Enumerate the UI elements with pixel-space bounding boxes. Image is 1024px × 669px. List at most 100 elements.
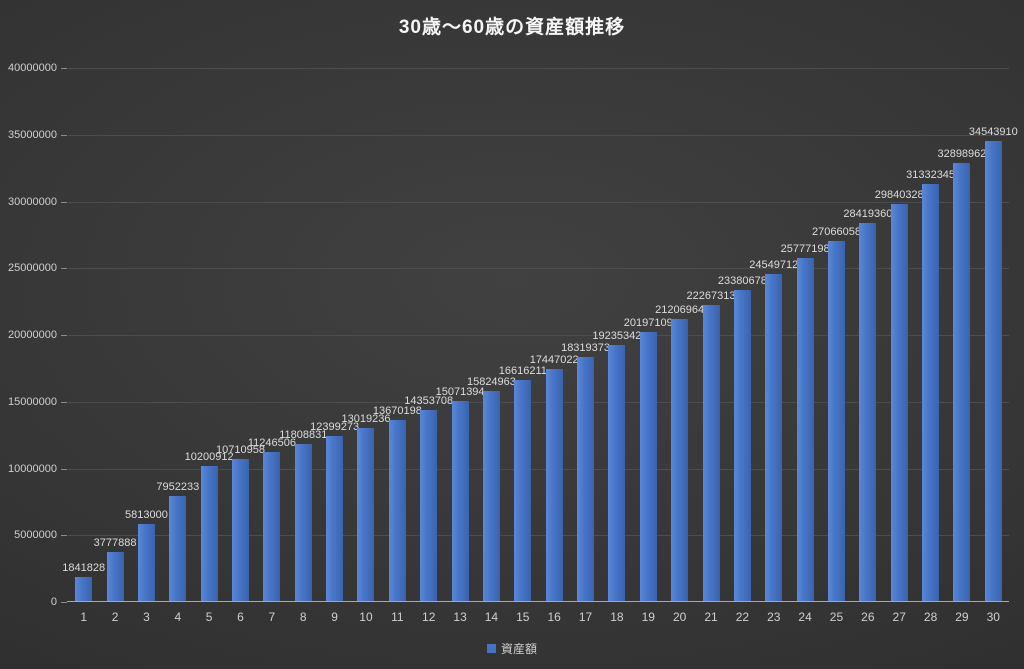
bar [137, 524, 155, 602]
bar-data-label: 15824963 [466, 375, 516, 388]
bar-data-label: 5813000 [124, 509, 168, 522]
bar [326, 436, 344, 602]
x-tick-label: 5 [205, 610, 213, 624]
x-tick-label: 16 [547, 610, 561, 624]
bar-data-label: 18319373 [561, 342, 611, 355]
x-tick-label: 9 [331, 610, 338, 624]
bar-data-label: 25777198 [780, 242, 830, 255]
x-tick-label: 27 [892, 610, 906, 624]
bar-data-label: 32898962 [937, 147, 987, 160]
x-tick-label: 21 [704, 610, 718, 624]
bar [75, 577, 93, 602]
bar [294, 444, 312, 602]
bar [451, 400, 469, 602]
bar [859, 222, 877, 602]
y-tick-mark [61, 401, 67, 403]
bar-data-label: 1841828 [62, 562, 106, 575]
gridline [68, 401, 1009, 403]
bar [232, 459, 250, 602]
x-tick-label: 18 [610, 610, 624, 624]
bar [169, 495, 187, 602]
x-tick-label: 25 [829, 610, 844, 624]
bar-data-label: 11808831 [279, 429, 328, 442]
x-tick-label: 6 [237, 610, 244, 624]
bar-data-label: 27066058 [811, 225, 861, 238]
bar [827, 240, 845, 602]
y-tick-label: 30000000 [8, 195, 57, 208]
gridlines-layer [61, 68, 1009, 603]
chart-title: 30歳〜60歳の資産額推移 [398, 17, 626, 38]
y-tick-label: 25000000 [8, 262, 57, 275]
y-tick-mark [61, 268, 67, 270]
bar [765, 274, 783, 602]
x-tick-label: 2 [111, 610, 119, 624]
y-tick-mark [61, 134, 67, 136]
bar-data-label: 28419360 [843, 207, 893, 220]
bar-data-label: 10200912 [184, 450, 234, 463]
bar [890, 203, 908, 602]
bar-data-label: 16616211 [498, 365, 547, 378]
bar [953, 162, 971, 602]
bar [922, 183, 940, 602]
bar [702, 304, 720, 602]
x-tick-label: 22 [735, 610, 750, 624]
bar [639, 332, 657, 602]
x-tick-label: 29 [955, 610, 969, 624]
bar [200, 465, 218, 602]
bar [106, 551, 124, 602]
x-tick-label: 28 [923, 610, 938, 624]
y-tick-label: 40000000 [8, 62, 57, 74]
bar-data-label: 7952233 [156, 480, 200, 493]
bar [733, 289, 751, 602]
gridline [68, 201, 1009, 203]
x-tick-label: 26 [861, 610, 875, 624]
bar [545, 369, 563, 602]
plot-area: 1841828 3777888 5813000 7952233 10200912 1071… [61, 68, 1018, 603]
y-tick-mark [61, 201, 67, 203]
gridline [68, 68, 1009, 69]
bar-data-label: 3777888 [93, 536, 137, 549]
bar [388, 419, 406, 602]
x-tick-label: 3 [143, 610, 150, 624]
bar-data-label: 19235342 [592, 330, 642, 343]
bar [796, 257, 814, 602]
bar-data-label: 31332345 [906, 168, 956, 181]
bar-data-label: 20197109 [623, 317, 673, 330]
bars-layer: 1841828 3777888 5813000 7952233 10200912 1071… [62, 68, 1018, 602]
legend: 資産額 [0, 640, 1024, 657]
x-axis-line [67, 601, 1009, 602]
bar [577, 357, 595, 602]
bar-data-label: 24549712 [749, 259, 799, 272]
legend-series-label: 資産額 [500, 642, 537, 656]
bar [420, 410, 438, 602]
x-tick-label: 10 [359, 610, 373, 624]
x-tick-label: 13 [453, 610, 467, 624]
bar-data-label: 23380678 [717, 274, 767, 287]
bar-data-label: 34543910 [968, 125, 1018, 138]
bar-data-label: 14353708 [404, 395, 454, 408]
gridline [68, 468, 1009, 470]
x-tick-label: 30 [986, 610, 1000, 624]
x-tick-label: 19 [641, 610, 655, 624]
y-tick-label: 5000000 [14, 529, 57, 542]
bar-data-label: 10710958 [216, 444, 265, 457]
x-tick-label: 7 [268, 610, 276, 624]
gridline [68, 268, 1009, 270]
y-tick-mark [61, 68, 67, 69]
x-tick-label: 17 [578, 610, 593, 624]
bar-data-label: 13670198 [372, 404, 422, 417]
x-tick-label: 23 [767, 610, 781, 624]
y-tick-label: 20000000 [8, 329, 57, 341]
bar [357, 428, 375, 602]
bar [984, 140, 1002, 602]
y-tick-mark [61, 468, 67, 470]
y-tick-label: 35000000 [8, 128, 57, 141]
x-tick-label: 4 [174, 610, 182, 624]
y-tick-mark [61, 602, 67, 603]
gridline [68, 535, 1009, 537]
bar [514, 380, 532, 602]
y-tick-mark [61, 335, 67, 336]
bar [482, 390, 500, 602]
bar [263, 451, 281, 602]
